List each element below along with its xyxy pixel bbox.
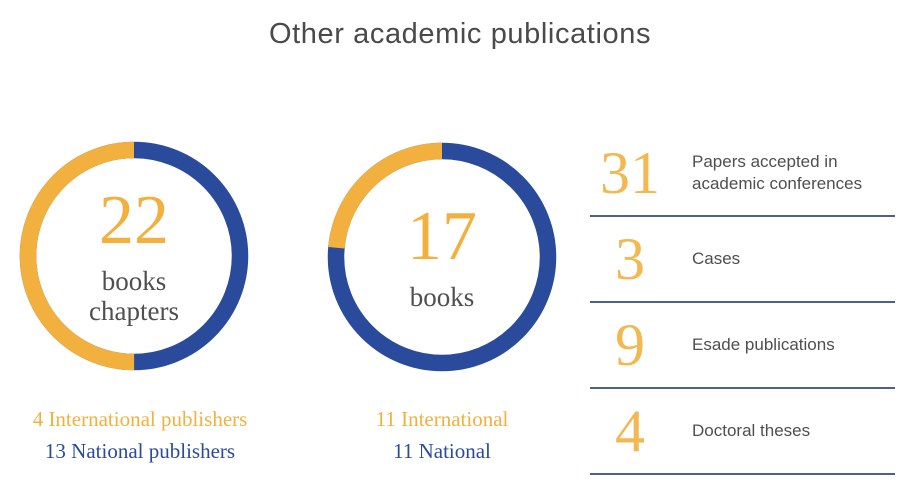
- legend-international: 11 International: [375, 407, 509, 431]
- stat-label: Esade publications: [692, 334, 835, 354]
- donut-center-label-group: 17 books: [322, 137, 562, 377]
- legend-national: 13 National publishers: [44, 439, 236, 463]
- donut-center-label: books: [409, 281, 475, 312]
- donut-center-value: 17: [407, 197, 477, 275]
- stat-label: Cases: [692, 248, 741, 268]
- donut-yellow-arc: [19, 141, 249, 371]
- stat-value: 4: [615, 398, 645, 464]
- stat-row-esade-publications: 9 Esade publications: [590, 303, 895, 389]
- stat-label: Papers accepted in academic conferences: [692, 151, 863, 193]
- donut-yellow-arc: [327, 142, 557, 372]
- stat-row-cases: 3 Cases: [590, 217, 895, 303]
- stat-value: 9: [615, 312, 645, 378]
- stat-label: Doctoral theses: [692, 420, 811, 440]
- legend-national: 11 National: [393, 439, 491, 463]
- donut-center-value: 22: [99, 181, 169, 259]
- legend-international: 4 International publishers: [32, 407, 248, 431]
- donut-center-label: chapters: [89, 296, 179, 326]
- donut-ring: [19, 141, 249, 371]
- stat-row-doctoral-theses: 4 Doctoral theses: [590, 389, 895, 475]
- stats-list: 31 Papers accepted in academic conferenc…: [590, 131, 895, 475]
- donut-chart-books-chapters: 22 books chapters: [14, 136, 254, 376]
- donut-ring: [327, 142, 557, 372]
- donut-center-label-group: 22 books chapters: [14, 136, 254, 376]
- donut-legend-books-chapters: 4 International publishers 13 National p…: [4, 403, 276, 467]
- chart-title: Other academic publications: [268, 18, 652, 50]
- donut-chart-books: 17 books: [322, 137, 562, 377]
- donut-center-label: books: [101, 265, 167, 296]
- stat-value: 3: [615, 226, 645, 292]
- stat-row-papers: 31 Papers accepted in academic conferenc…: [590, 131, 895, 217]
- stat-value: 31: [600, 140, 660, 206]
- donut-legend-books: 11 International 11 National: [322, 403, 562, 467]
